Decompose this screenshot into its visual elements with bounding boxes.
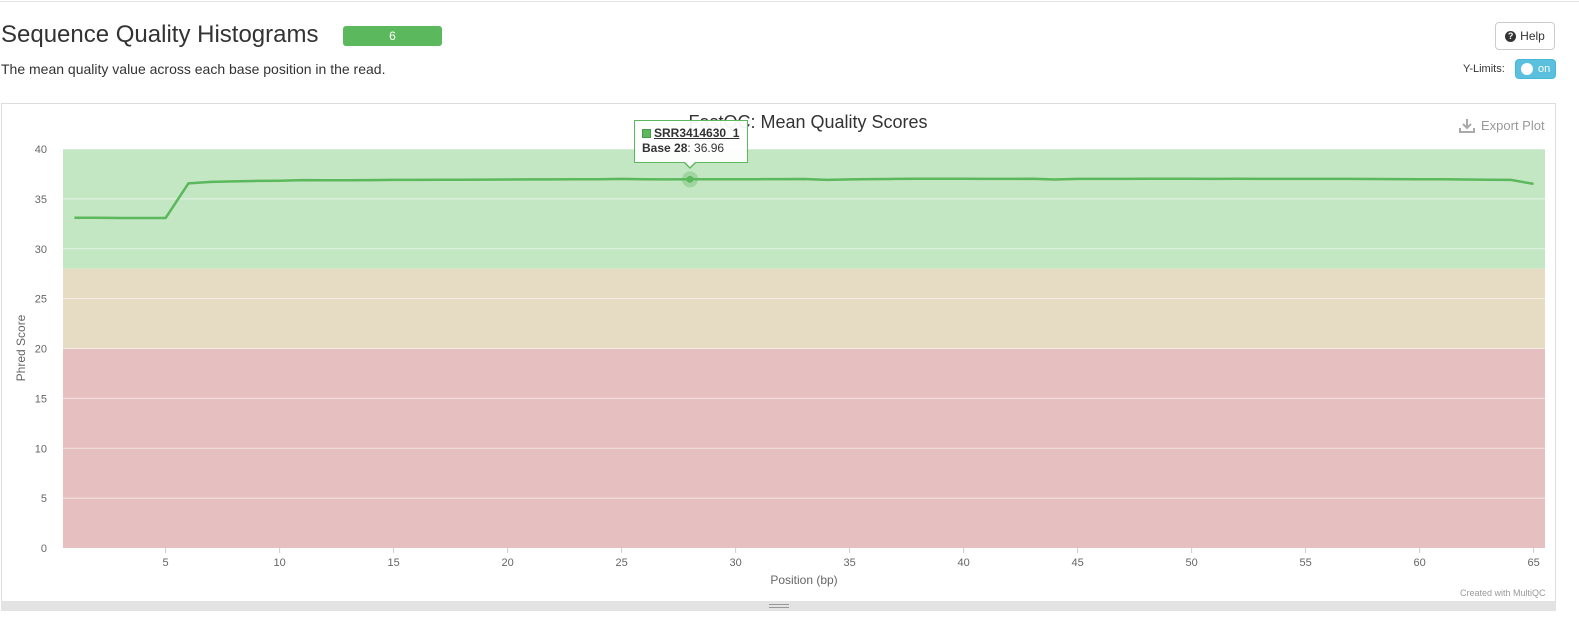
gridlines [63,148,1545,499]
question-circle-icon: ? [1505,30,1517,42]
data-tooltip: SRR3414630_1 Base 28: 36.96 [634,120,748,163]
x-tick-label: 35 [843,557,855,569]
x-tick-label: 10 [273,557,285,569]
y-tick-labels: 0 5 10 15 20 25 30 35 40 [35,144,47,555]
series-line-0[interactable] [74,177,1534,220]
x-tick-label: 55 [1299,557,1311,569]
x-tick-labels: 5 10 15 20 25 30 35 40 45 50 55 60 65 [163,548,1540,569]
quality-band-1 [63,268,1545,349]
x-tick-label: 50 [1185,557,1197,569]
y-tick-label: 40 [35,144,47,156]
x-tick-label: 65 [1527,557,1539,569]
y-tick-label: 25 [35,294,47,306]
x-tick-label: 15 [387,557,399,569]
y-tick-label: 30 [35,244,47,256]
x-tick-label: 20 [501,557,513,569]
plot-resize-handle[interactable] [1,601,1556,611]
y-axis-label: Phred Score [14,314,28,381]
y-tick-label: 35 [35,194,47,206]
series-lines [74,177,1534,220]
x-tick-label: 40 [957,557,969,569]
export-plot-label: Export Plot [1481,118,1545,133]
quality-band-0 [63,149,1545,269]
download-icon [1459,119,1475,133]
y-tick-label: 5 [41,493,47,505]
x-tick-label: 60 [1413,557,1425,569]
hover-marker [682,171,698,188]
chart-title: FastQC: Mean Quality Scores [688,112,927,132]
x-tick-label: 25 [615,557,627,569]
y-tick-label: 20 [35,344,47,356]
help-label: Help [1520,29,1545,43]
help-button[interactable]: ? Help [1495,22,1555,50]
export-plot-button[interactable]: Export Plot [1458,117,1545,135]
tooltip-base-label: Base 28 [642,141,688,155]
sample-count-badge[interactable]: 6 [343,26,442,46]
tooltip-arrow-inner [684,161,696,167]
tooltip-value: : 36.96 [687,141,725,155]
ylimits-toggle-label: on [1538,63,1551,75]
ylimits-toggle[interactable]: on [1515,59,1556,79]
y-tick-label: 10 [35,443,47,455]
ylimits-label: Y-Limits: [1463,63,1505,75]
grip-icon [769,604,789,608]
multiqc-credit: Created with MultiQC [1460,588,1546,598]
x-tick-label: 45 [1071,557,1083,569]
y-tick-label: 0 [41,543,47,555]
page-title: Sequence Quality Histograms [1,21,319,48]
series-swatch [642,129,651,138]
top-divider [0,1,1579,2]
hover-point[interactable] [686,175,694,183]
x-axis-label: Position (bp) [770,573,837,587]
tooltip-sample-name[interactable]: SRR3414630_1 [654,126,740,140]
y-tick-label: 15 [35,393,47,405]
x-tick-label: 30 [729,557,741,569]
section-description: The mean quality value across each base … [1,61,386,77]
x-tick-label: 5 [163,557,169,569]
toggle-knob [1521,63,1533,75]
